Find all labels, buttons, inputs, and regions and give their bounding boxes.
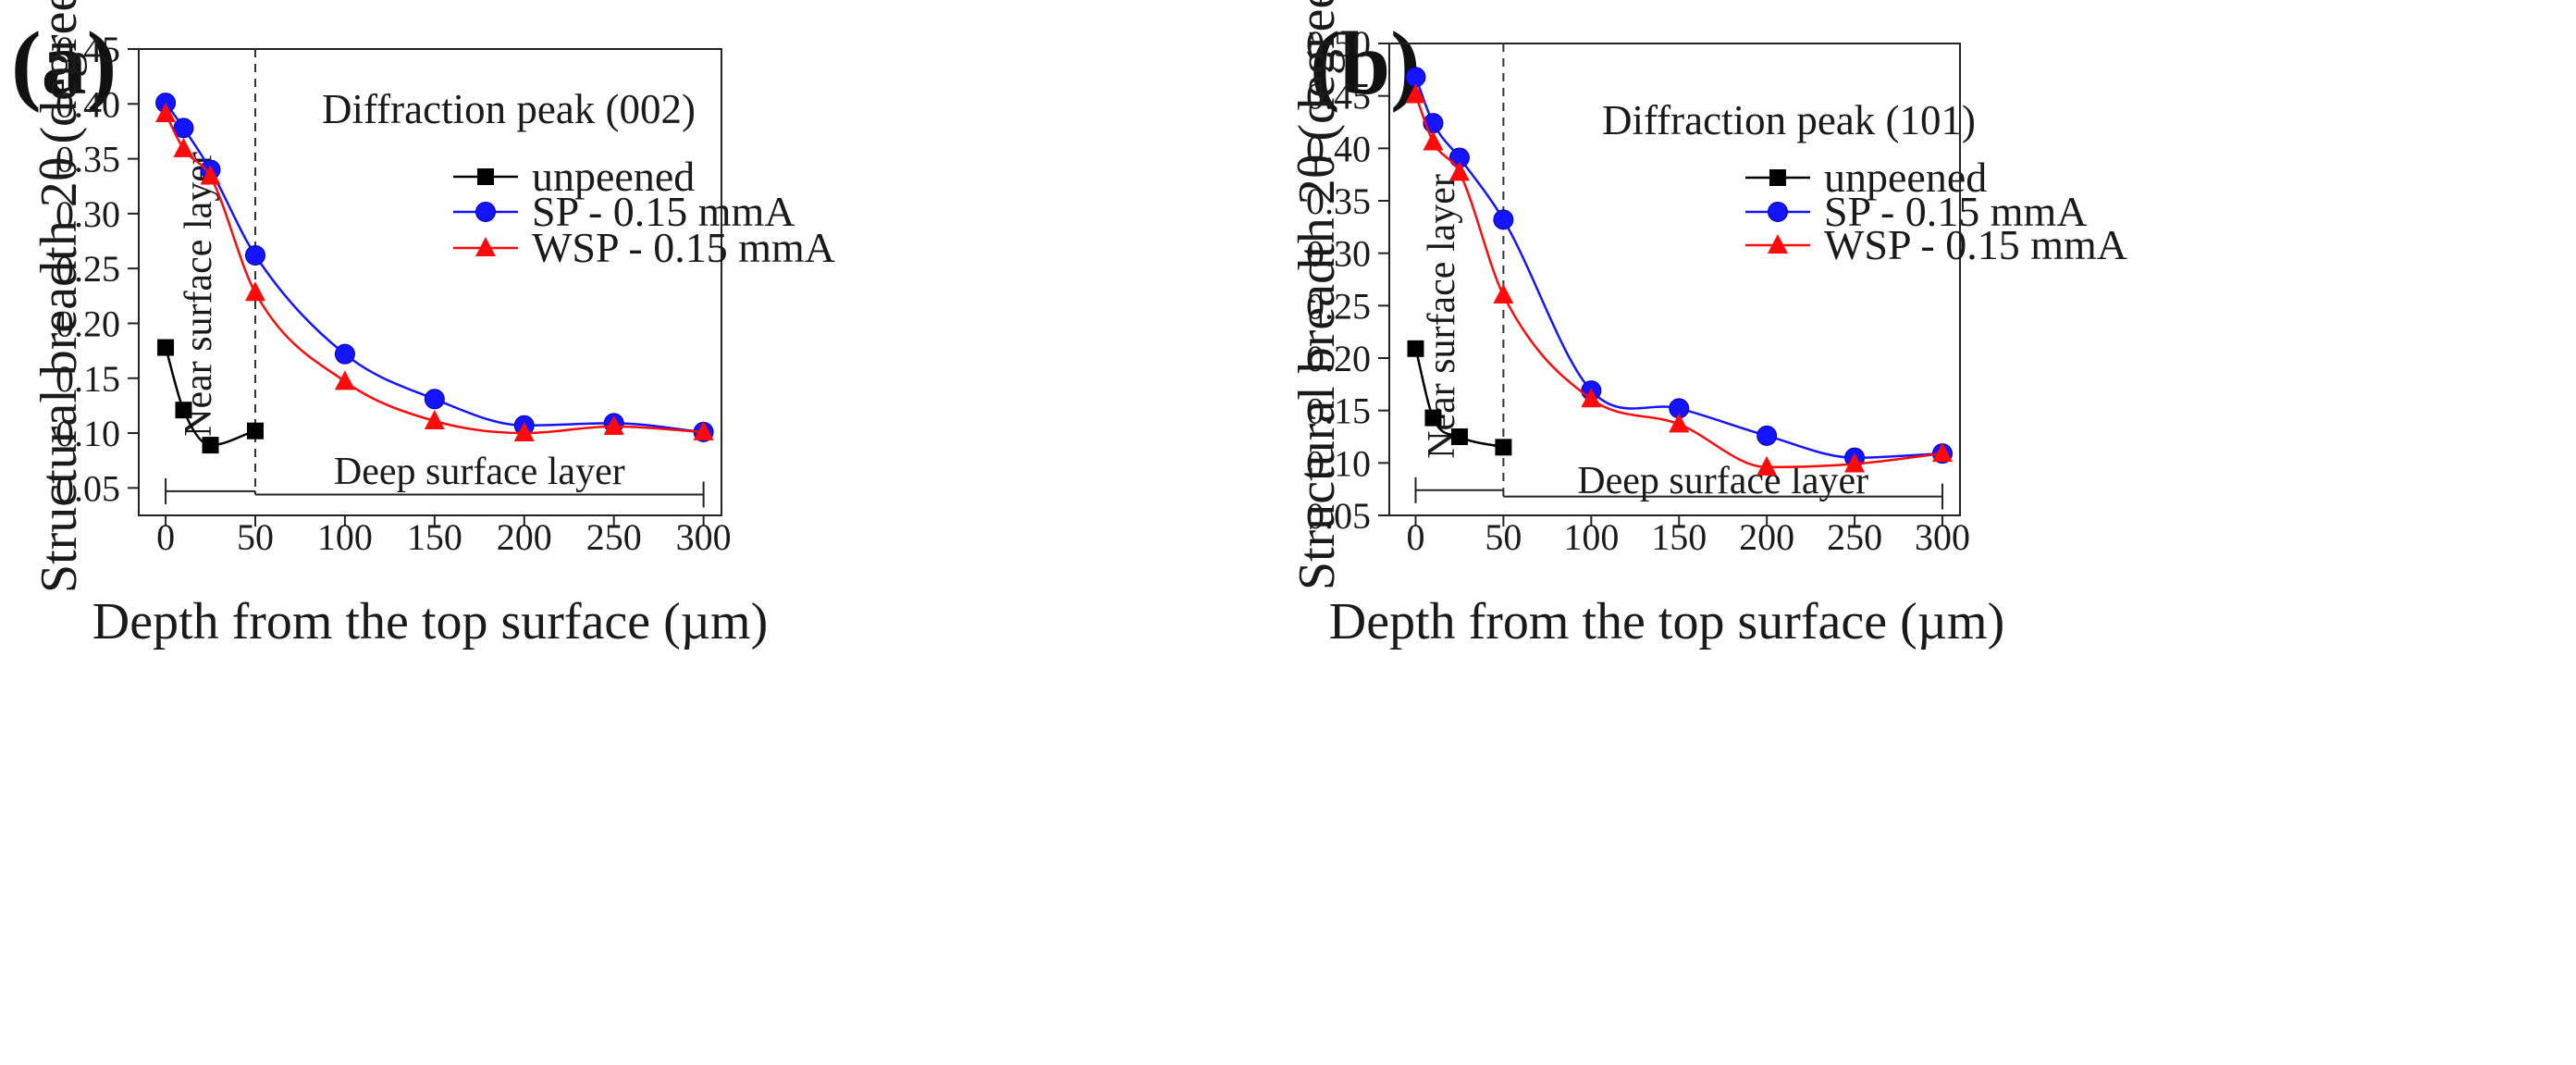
legend-label: WSP - 0.15 mmA	[532, 224, 835, 271]
legend-marker	[475, 202, 496, 222]
x-tick-label: 50	[237, 516, 274, 558]
data-point-wsp	[1932, 442, 1954, 463]
data-point-unpeened	[157, 339, 175, 356]
legend-label: SP - 0.15 mmA	[1824, 188, 2088, 235]
x-tick-label: 250	[586, 516, 642, 558]
data-point-unpeened	[1450, 428, 1468, 445]
data-point-wsp	[334, 370, 355, 390]
y-tick-label: 0.35	[1306, 180, 1371, 222]
data-point-wsp	[1405, 83, 1426, 104]
deep-surface-layer-label: Deep surface layer	[334, 451, 625, 493]
y-tick-label: 0.10	[55, 413, 120, 454]
y-tick-label: 0.30	[55, 193, 120, 235]
data-point-wsp	[155, 102, 177, 122]
legend-label: unpeened	[1824, 154, 1987, 201]
legend-marker	[1768, 234, 1788, 254]
y-tick-label: 0.45	[1306, 76, 1371, 118]
y-tick-label: 0.30	[1306, 233, 1371, 275]
data-point-wsp	[603, 415, 624, 435]
data-point-wsp	[200, 165, 221, 185]
x-axis-title: Depth from the top surface (µm)	[1329, 593, 2004, 650]
data-point-sp	[245, 244, 265, 266]
y-tick-label: 0.05	[55, 467, 120, 509]
y-tick-label: 0.10	[1306, 442, 1371, 484]
legend-marker	[1768, 202, 1788, 222]
legend-label: WSP - 0.15 mmA	[1824, 221, 2127, 268]
data-point-unpeened	[247, 422, 264, 440]
data-point-wsp	[1423, 130, 1444, 151]
x-tick-label: 50	[1485, 516, 1522, 558]
y-axis-title: Structural breadth 2θ (degree)	[31, 0, 88, 593]
x-tick-label: 100	[1563, 516, 1619, 558]
data-point-wsp	[424, 410, 445, 430]
x-tick-label: 150	[407, 516, 462, 558]
x-tick-label: 300	[1915, 516, 1970, 558]
data-point-wsp	[1448, 161, 1470, 181]
y-tick-label: 0.40	[55, 83, 120, 125]
chart-a-svg: 0 50 100 150 200 250 300 0.05 0.10 0.15 0.20 0.25 0.…	[31, 0, 835, 650]
x-tick-label: 250	[1827, 516, 1882, 558]
data-point-wsp	[1756, 455, 1778, 476]
y-tick-label: 0.25	[55, 248, 120, 290]
y-axis-title: Structural breadth 2θ (degree)	[1288, 0, 1346, 590]
legend-marker	[1769, 169, 1786, 186]
chart-panel-b: (b) 0 50 100 150 200 250 300 0.05 0.10 0.15 0.20 0.…	[1288, 0, 2575, 1065]
data-point-sp	[173, 118, 194, 139]
y-tick-label: 0.15	[55, 358, 120, 400]
y-tick-label: 0.40	[1306, 128, 1371, 169]
data-point-unpeened	[202, 437, 219, 454]
chart-b-svg: 0 50 100 150 200 250 300 0.05 0.10 0.15 0.20 0.25 0.…	[1288, 0, 2127, 650]
legend-marker	[475, 237, 496, 256]
data-point-wsp	[1493, 284, 1514, 303]
x-tick-label: 150	[1651, 516, 1707, 558]
legend-label: SP - 0.15 mmA	[532, 188, 795, 235]
data-point-unpeened	[1407, 340, 1424, 357]
legend-label: unpeened	[532, 153, 695, 200]
data-point-wsp	[1844, 452, 1866, 473]
chart-panel-a: (a) 0 50 100 150 200 250 300 0.05 0.10 0.15 0.20 0.…	[11, 0, 835, 650]
near-surface-layer-label: Near surface layer	[178, 152, 220, 437]
y-tick-label: 0.05	[1306, 495, 1371, 537]
y-tick-label: 0.20	[55, 303, 120, 344]
data-point-wsp	[513, 422, 535, 442]
data-point-wsp	[1581, 388, 1602, 408]
series-line-unpeened	[1414, 348, 1504, 449]
panel-label: (a)	[11, 14, 117, 114]
data-point-unpeened	[175, 402, 192, 419]
x-tick-label: 200	[1739, 516, 1794, 558]
plot-frame	[138, 48, 722, 516]
data-point-wsp	[693, 420, 714, 440]
diffraction-peak-annotation: Diffraction peak (101)	[1602, 97, 1976, 143]
y-tick-label: 0.50	[1306, 23, 1371, 65]
data-point-sp	[1756, 425, 1778, 446]
panel-label: (b)	[1310, 14, 1421, 114]
data-point-wsp	[1669, 413, 1690, 433]
x-axis-title: Depth from the top surface (µm)	[92, 593, 768, 650]
legend-marker	[477, 168, 494, 185]
x-tick-label: 0	[156, 516, 175, 558]
x-tick-label: 300	[676, 516, 732, 558]
x-tick-label: 200	[497, 516, 552, 558]
y-tick-label: 0.35	[55, 139, 120, 180]
data-point-sp	[1493, 209, 1514, 230]
x-tick-label: 0	[1406, 516, 1424, 558]
data-point-wsp	[245, 281, 265, 302]
x-tick-label: 100	[317, 516, 373, 558]
y-tick-label: 0.15	[1306, 390, 1371, 432]
y-tick-label: 0.25	[1306, 285, 1371, 327]
y-tick-label: 0.20	[1306, 338, 1371, 379]
data-point-unpeened	[1424, 409, 1442, 427]
plot-frame	[1388, 43, 1961, 516]
diffraction-peak-annotation: Diffraction peak (002)	[322, 86, 696, 132]
data-point-unpeened	[1495, 439, 1512, 456]
data-point-sp	[424, 389, 445, 410]
series-line-unpeened	[164, 347, 256, 447]
y-tick-label: 0.45	[55, 29, 120, 70]
data-point-sp	[334, 343, 355, 365]
data-point-wsp	[173, 137, 194, 157]
